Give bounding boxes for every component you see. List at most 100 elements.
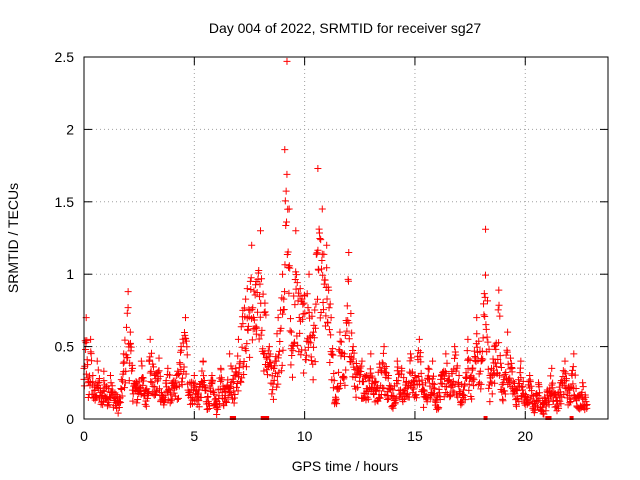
data-point	[257, 227, 265, 235]
data-point	[102, 395, 110, 403]
data-point	[517, 374, 525, 382]
data-point	[296, 329, 304, 337]
data-point	[256, 293, 264, 301]
data-point	[176, 360, 184, 368]
data-point	[250, 316, 258, 324]
data-point	[124, 353, 132, 361]
x-tick-label: 20	[517, 428, 533, 444]
data-point	[267, 359, 275, 367]
data-point	[240, 370, 248, 378]
data-point	[324, 319, 332, 327]
data-point	[330, 377, 338, 385]
data-point	[482, 225, 490, 233]
data-point	[416, 349, 424, 357]
data-point	[322, 312, 330, 320]
data-point	[250, 287, 258, 295]
data-point	[209, 376, 217, 384]
data-point	[279, 310, 287, 318]
data-point	[448, 370, 456, 378]
data-point	[484, 365, 492, 373]
data-point	[407, 369, 415, 377]
data-point	[308, 312, 316, 320]
data-point	[449, 387, 457, 395]
data-point	[352, 393, 360, 401]
data-point	[382, 363, 390, 371]
data-point	[197, 393, 205, 401]
data-point	[517, 357, 525, 365]
data-point	[412, 394, 420, 402]
data-point	[217, 377, 225, 385]
data-point	[352, 360, 360, 368]
data-point	[273, 330, 281, 338]
data-point	[394, 363, 402, 371]
data-point	[348, 358, 356, 366]
data-point	[508, 368, 516, 376]
data-point	[417, 358, 425, 366]
data-point	[281, 261, 289, 269]
data-point	[495, 339, 503, 347]
data-point	[195, 403, 203, 411]
data-point	[141, 400, 149, 408]
data-point	[335, 368, 343, 376]
data-point	[442, 350, 450, 358]
data-point	[530, 409, 538, 417]
data-point	[453, 362, 461, 370]
data-point	[155, 385, 163, 393]
data-point	[137, 357, 145, 365]
data-point	[239, 320, 247, 328]
data-point	[173, 395, 181, 403]
data-point	[275, 351, 283, 359]
data-point	[480, 311, 488, 319]
data-point	[504, 360, 512, 368]
data-point	[210, 390, 218, 398]
data-point	[358, 357, 366, 365]
data-point	[242, 295, 250, 303]
data-point	[495, 371, 503, 379]
data-point	[481, 293, 489, 301]
data-point	[361, 372, 369, 380]
data-point	[121, 384, 129, 392]
data-point	[378, 359, 386, 367]
data-point	[95, 378, 103, 386]
data-point	[483, 297, 491, 305]
data-point	[126, 339, 134, 347]
data-point	[208, 372, 216, 380]
data-point	[502, 351, 510, 359]
data-point	[418, 376, 426, 384]
data-point	[299, 300, 307, 308]
data-point	[99, 401, 107, 409]
data-point	[307, 339, 315, 347]
data-point	[340, 373, 348, 381]
data-point	[367, 350, 375, 358]
data-point	[252, 330, 260, 338]
data-point	[124, 288, 132, 296]
data-point	[234, 387, 242, 395]
data-point	[342, 366, 350, 374]
data-point	[318, 256, 326, 264]
x-tick-label: 0	[80, 428, 88, 444]
data-point	[118, 392, 126, 400]
data-point	[288, 373, 296, 381]
data-point	[323, 241, 331, 249]
data-point	[383, 396, 391, 404]
data-point	[571, 371, 579, 379]
data-point	[242, 347, 250, 355]
data-point	[325, 326, 333, 334]
data-point	[127, 343, 135, 351]
data-point	[248, 241, 256, 249]
data-point	[417, 369, 425, 377]
data-point	[470, 376, 478, 384]
data-point	[212, 404, 220, 412]
data-point	[435, 404, 443, 412]
data-point	[482, 325, 490, 333]
data-point	[461, 396, 469, 404]
data-point	[108, 382, 116, 390]
data-point	[151, 391, 159, 399]
data-point	[526, 378, 534, 386]
data-point	[286, 264, 294, 272]
data-point	[392, 394, 400, 402]
data-point	[286, 327, 294, 335]
data-point	[209, 388, 217, 396]
data-point	[191, 379, 199, 387]
data-point	[259, 345, 267, 353]
